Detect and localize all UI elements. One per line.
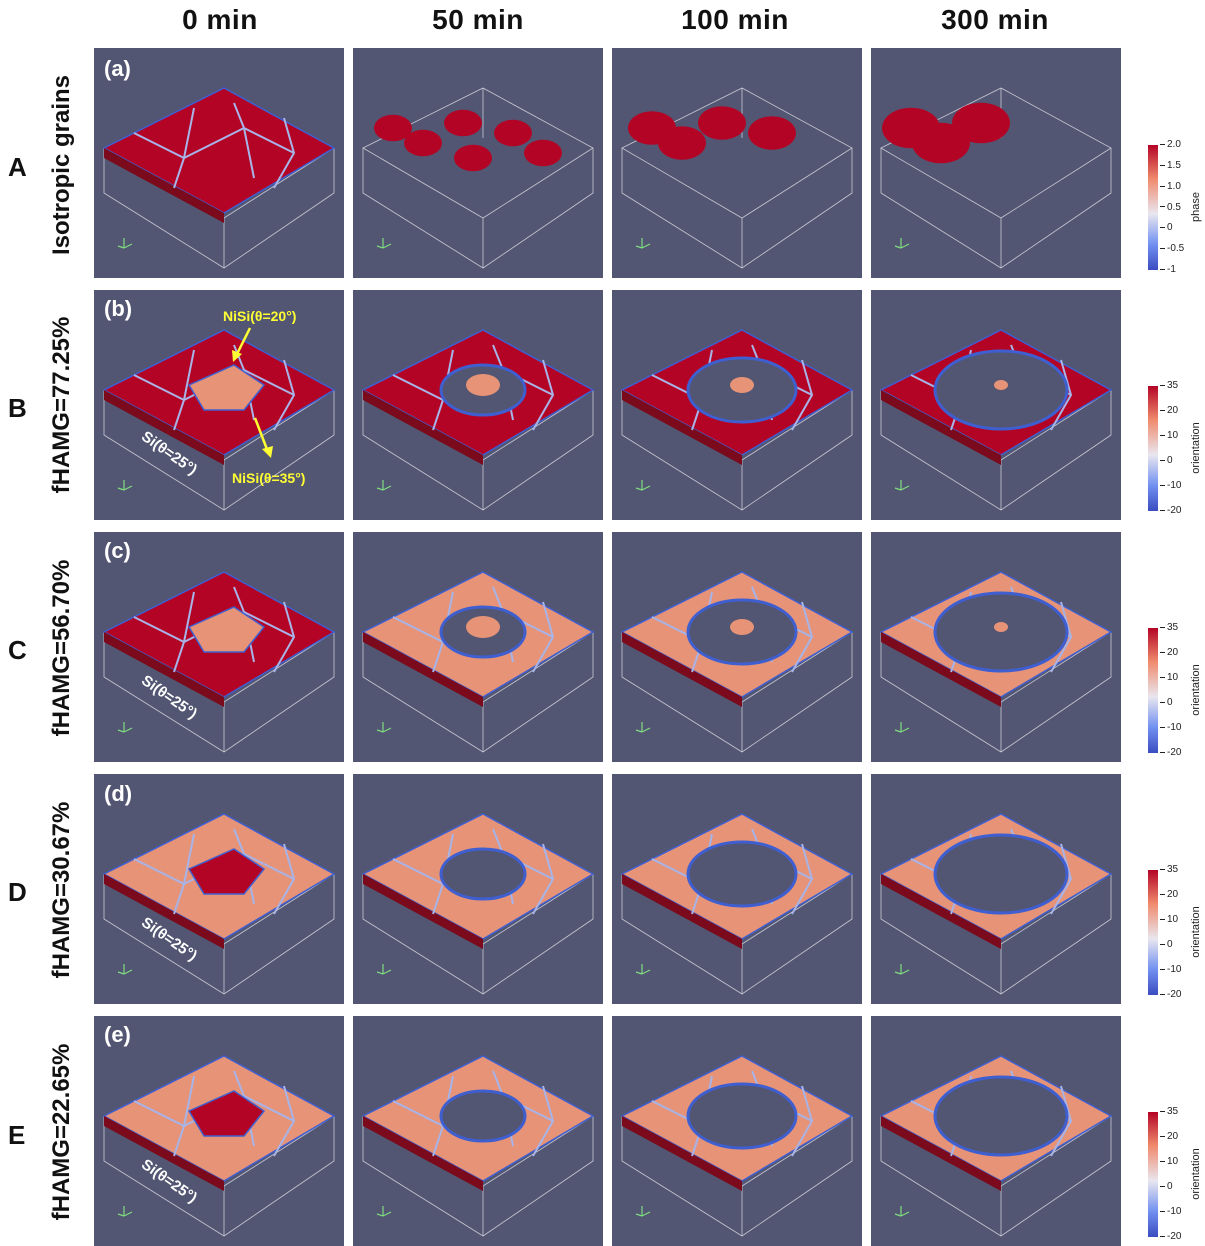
colorbar-3-tick: 10: [1160, 672, 1178, 683]
panel-label-c: (c): [104, 538, 131, 563]
colorbar-5-tick: -10: [1160, 1206, 1181, 1217]
row-label-a: Isotropic grains: [48, 74, 75, 256]
panel-label-b: (b): [104, 296, 133, 321]
row-label-e: fHAMG=22.65%: [48, 1043, 75, 1221]
sim-panel-row3-col2: [353, 532, 603, 762]
row-label-b: fHAMG=77.25%: [48, 316, 75, 494]
column-header-300min: 300 min: [941, 4, 1049, 35]
colorbar-1-tick: 1.0: [1160, 181, 1181, 192]
colorbar-5-tick: 10: [1160, 1156, 1178, 1167]
colorbar-5-tick: -20: [1160, 1231, 1181, 1242]
sim-panel-row1-col4: [871, 48, 1121, 278]
colorbar-2-tick: 10: [1160, 430, 1178, 441]
colorbar-2-tick: 0: [1160, 455, 1173, 466]
column-header-50min: 50 min: [432, 4, 524, 35]
sim-panel-row4-col3: [612, 774, 862, 1004]
colorbar-1-tick: 0.5: [1160, 202, 1181, 213]
sim-panel-row1-col2: [353, 48, 603, 278]
row-letter-d: D: [8, 877, 27, 907]
colorbar-4-title: orientation: [1190, 906, 1202, 958]
column-header-100min: 100 min: [681, 4, 789, 35]
colorbar-3-tick: -20: [1160, 747, 1181, 758]
colorbar-4-tick: -10: [1160, 964, 1181, 975]
colorbar-1-title: phase: [1190, 192, 1202, 222]
colorbar-5: [1148, 1112, 1158, 1237]
colorbar-4-tick: -20: [1160, 989, 1181, 1000]
annotation-nisi-35: NiSi(θ=35°): [232, 470, 306, 486]
row-letter-e: E: [8, 1120, 26, 1150]
colorbar-1-tick: 0: [1160, 222, 1173, 233]
sim-panel-row2-col2: [353, 290, 603, 520]
sim-panel-row1-col3: [612, 48, 862, 278]
colorbar-2-tick: 35: [1160, 380, 1178, 391]
colorbar-1-tick: -1: [1160, 264, 1176, 275]
colorbar-3-tick: 0: [1160, 697, 1173, 708]
colorbar-5-tick: 20: [1160, 1131, 1178, 1142]
colorbar-3-title: orientation: [1190, 664, 1202, 716]
colorbar-2-title: orientation: [1190, 422, 1202, 474]
panel-label-e: (e): [104, 1022, 131, 1047]
sim-panel-row4-col2: [353, 774, 603, 1004]
colorbar-5-tick: 35: [1160, 1106, 1178, 1117]
colorbar-4-tick: 35: [1160, 864, 1178, 875]
column-header-0min: 0 min: [182, 4, 258, 35]
colorbar-2: [1148, 386, 1158, 511]
colorbar-4-tick: 20: [1160, 889, 1178, 900]
sim-panel-row5-col2: [353, 1016, 603, 1246]
sim-panel-row5-col4: [871, 1016, 1121, 1246]
colorbar-2-tick: -10: [1160, 480, 1181, 491]
colorbar-5-tick: 0: [1160, 1181, 1173, 1192]
sim-panel-row2-col4: [871, 290, 1121, 520]
row-letter-b: B: [8, 393, 27, 423]
sim-panel-row2-col3: [612, 290, 862, 520]
colorbar-3-tick: -10: [1160, 722, 1181, 733]
colorbar-2-tick: 20: [1160, 405, 1178, 416]
colorbar-4: [1148, 870, 1158, 995]
sim-panel-row2-col1: [94, 290, 344, 520]
colorbar-3-tick: 35: [1160, 622, 1178, 633]
row-letter-c: C: [8, 635, 27, 665]
annotation-nisi-20: NiSi(θ=20°): [223, 308, 297, 324]
colorbar-1: [1148, 145, 1158, 270]
colorbar-4-tick: 0: [1160, 939, 1173, 950]
colorbar-2-tick: -20: [1160, 505, 1181, 516]
row-label-d: fHAMG=30.67%: [48, 801, 75, 979]
row-letter-a: A: [8, 152, 27, 182]
colorbar-4-tick: 10: [1160, 914, 1178, 925]
colorbar-5-title: orientation: [1190, 1148, 1202, 1200]
colorbar-1-tick: 2.0: [1160, 139, 1181, 150]
colorbar-3-tick: 20: [1160, 647, 1178, 658]
colorbar-1-tick: -0.5: [1160, 243, 1184, 254]
colorbar-1-tick: 1.5: [1160, 160, 1181, 171]
row-label-c: fHAMG=56.70%: [48, 559, 75, 737]
sim-panel-row4-col1: [94, 774, 344, 1004]
sim-panel-row5-col3: [612, 1016, 862, 1246]
colorbar-3: [1148, 628, 1158, 753]
sim-panel-row4-col4: [871, 774, 1121, 1004]
sim-panel-row1-col1: [94, 48, 344, 278]
panel-label-a: (a): [104, 56, 131, 81]
sim-panel-row3-col4: [871, 532, 1121, 762]
panel-label-d: (d): [104, 781, 133, 806]
sim-panel-row3-col3: [612, 532, 862, 762]
sim-panel-row5-col1: [94, 1016, 344, 1246]
sim-panel-row3-col1: [94, 532, 344, 762]
